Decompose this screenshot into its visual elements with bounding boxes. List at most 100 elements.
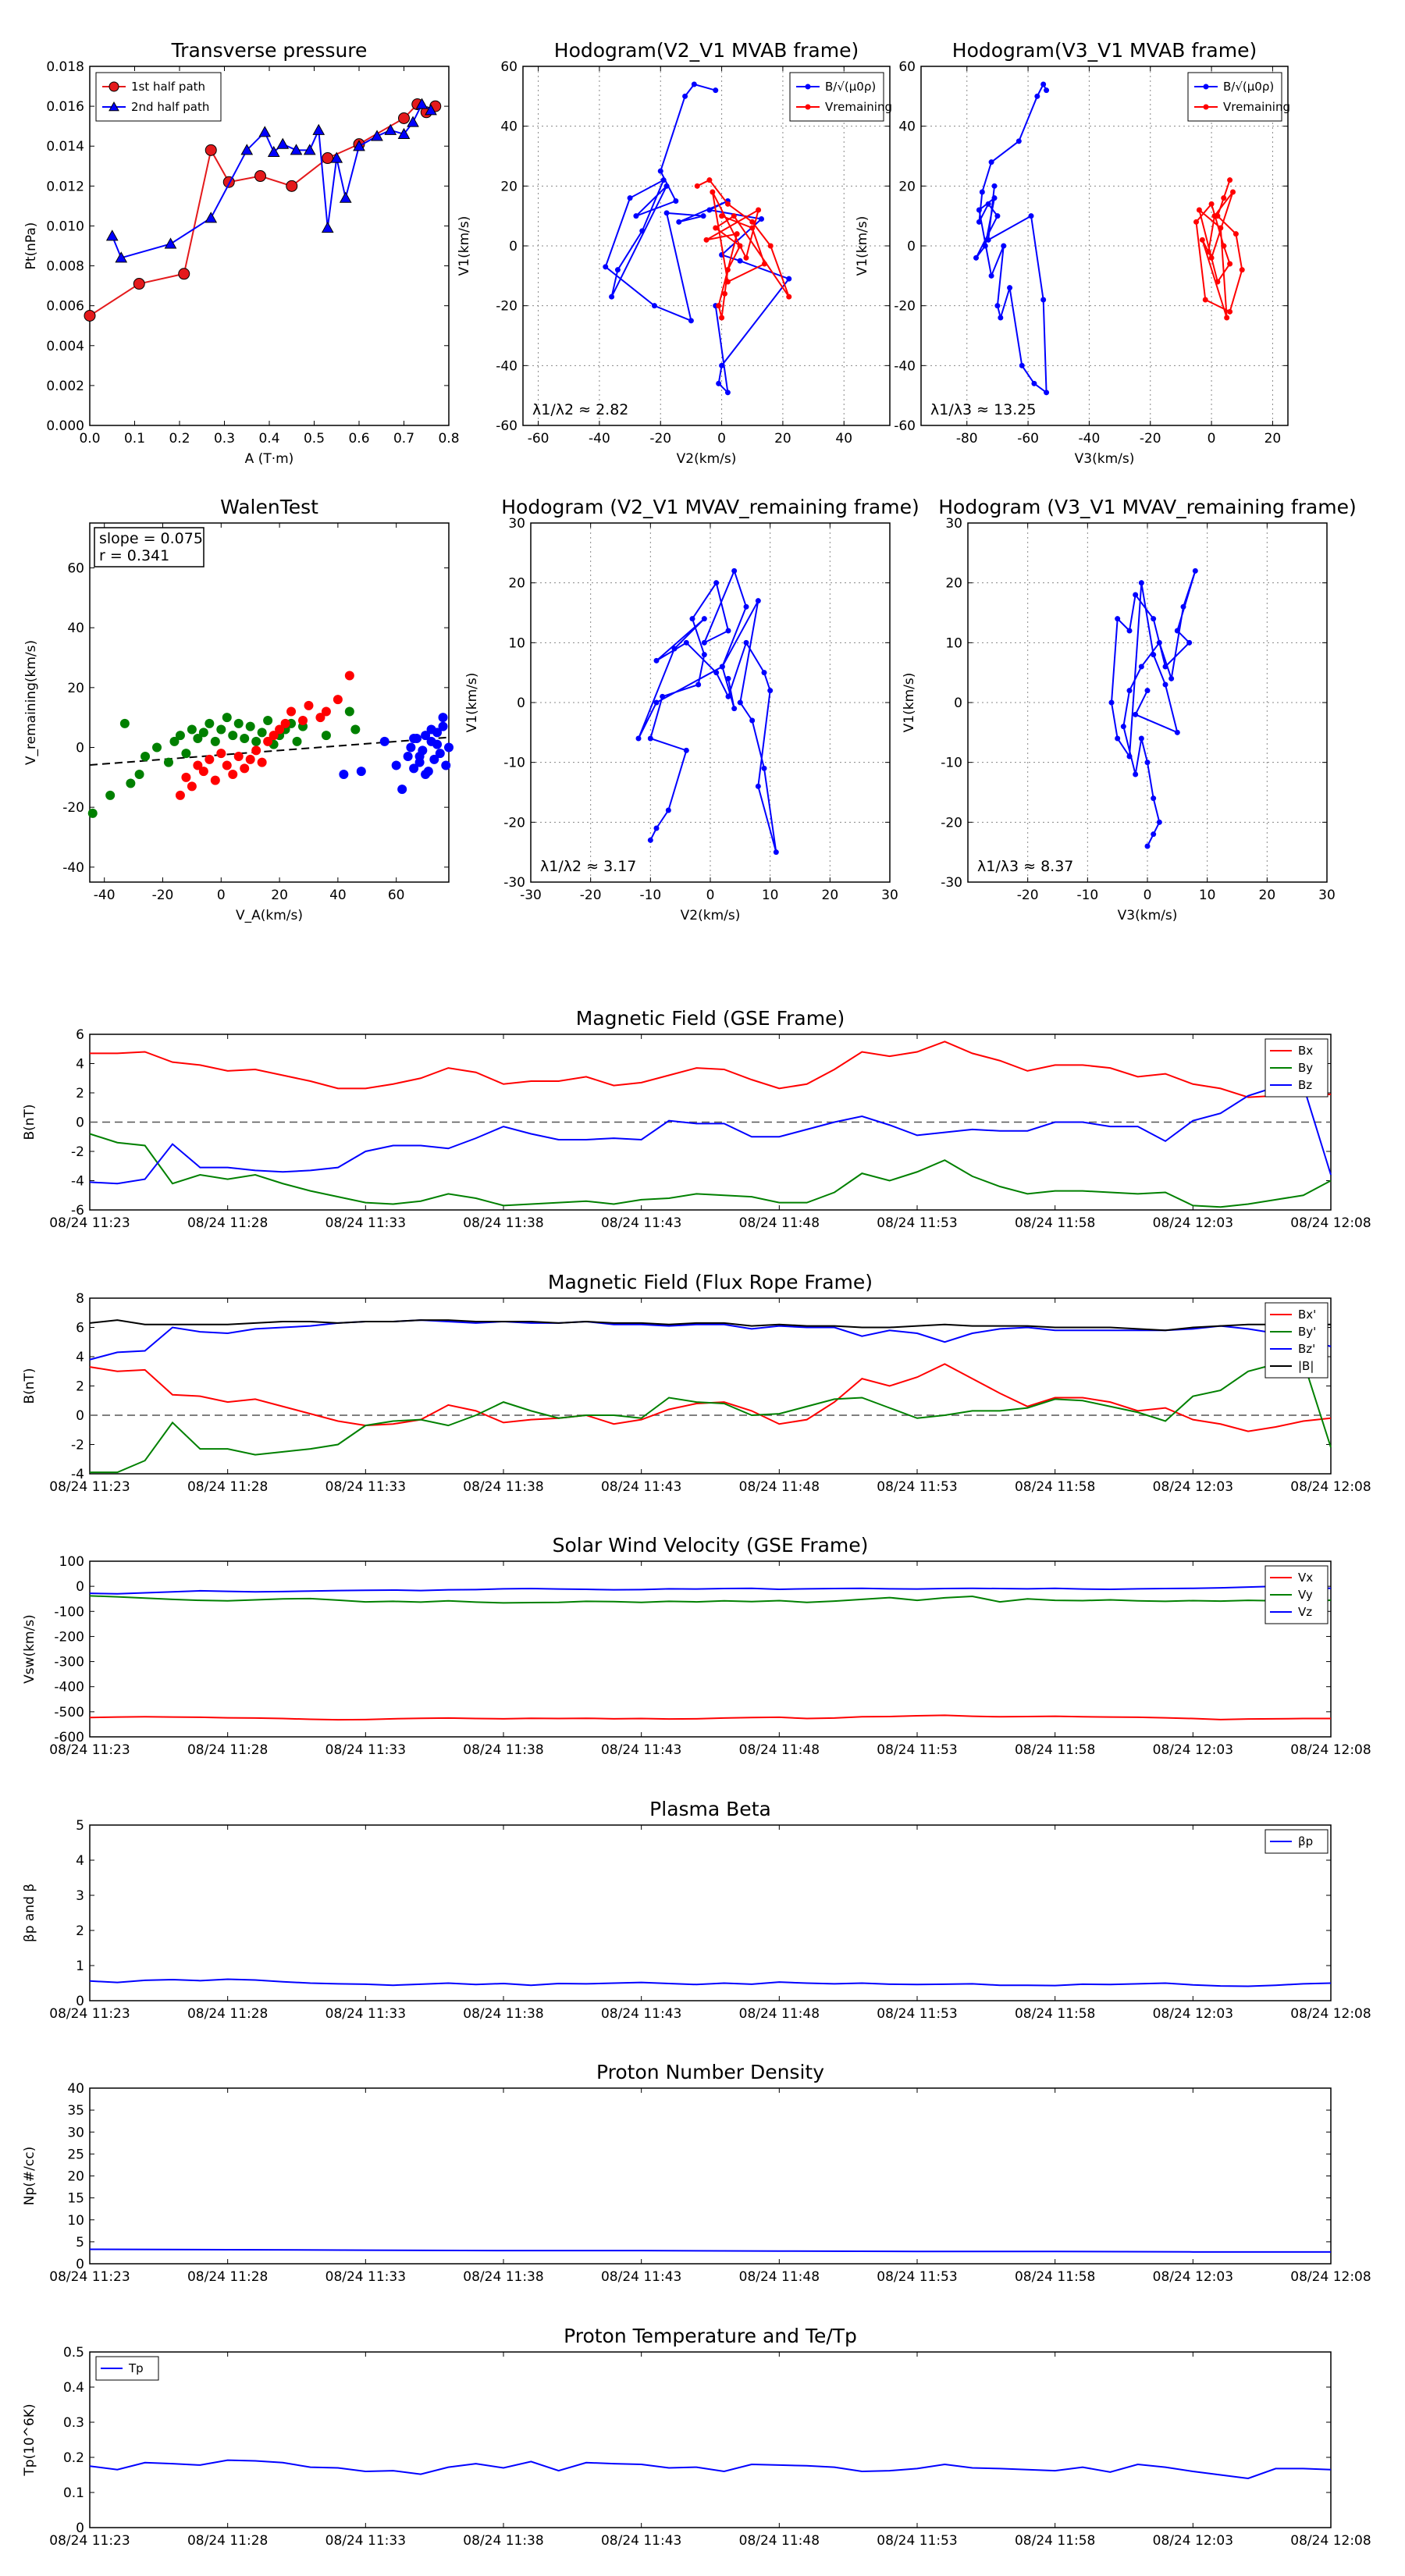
- data-point: [734, 231, 740, 237]
- data-point: [105, 790, 116, 800]
- data-point: [713, 670, 720, 676]
- sw-velocity-panel: Solar Wind Velocity (GSE Frame) Vsw(km/s)…: [22, 1534, 1371, 1758]
- legend-box: [1187, 72, 1282, 122]
- x-tick-label: 40: [329, 888, 347, 903]
- x-tick-label: 0.4: [258, 431, 279, 447]
- x-tick-label: -60: [1017, 431, 1039, 447]
- x-tick-label: 08/24 11:28: [187, 1742, 268, 1758]
- data-point: [193, 760, 203, 770]
- series-line: [1110, 571, 1197, 847]
- data-point: [743, 254, 749, 261]
- series-b-0-: [603, 81, 792, 396]
- y-tick-label: 15: [67, 2191, 84, 2207]
- data-point: [1227, 261, 1233, 267]
- x-tick-label: 08/24 11:38: [463, 2533, 543, 2549]
- data-point: [216, 749, 226, 759]
- data-point: [321, 731, 331, 741]
- y-axis-label: V_remaining(km/s): [23, 640, 39, 765]
- data-point: [1215, 279, 1221, 285]
- y-tick-label: 8: [76, 1291, 84, 1307]
- x-tick-label: -20: [152, 888, 174, 903]
- series-by: [89, 1133, 1332, 1208]
- data-point: [973, 254, 979, 261]
- data-point: [1227, 177, 1233, 183]
- y-tick-label: 0.008: [46, 259, 84, 275]
- x-tick-label: 08/24 12:08: [1290, 2269, 1371, 2285]
- y-tick-label: 60: [67, 561, 84, 577]
- series-line: [696, 179, 790, 318]
- data-point: [671, 646, 678, 652]
- data-point: [312, 123, 325, 135]
- x-tick-label: 08/24 12:03: [1153, 1479, 1233, 1495]
- data-point: [356, 767, 366, 777]
- data-point: [724, 390, 731, 396]
- data-point: [688, 318, 694, 324]
- y-tick-label: 10: [67, 2213, 84, 2229]
- data-point: [321, 706, 331, 717]
- data-point: [749, 219, 756, 225]
- chart-title: Solar Wind Velocity (GSE Frame): [553, 1534, 869, 1557]
- legend-label: Vy: [1298, 1588, 1313, 1602]
- stats-text: slope = 0.075: [99, 530, 203, 547]
- y-tick-label: 35: [67, 2103, 84, 2119]
- x-tick-label: 20: [774, 431, 791, 447]
- y-tick-label: 40: [67, 621, 84, 636]
- y-tick-label: -2: [71, 1144, 84, 1160]
- series-vx: [89, 1714, 1331, 1721]
- y-tick-label: 20: [945, 576, 962, 592]
- y-tick-label: 0.004: [46, 339, 84, 354]
- x-tick-label: 08/24 11:58: [1015, 1742, 1095, 1758]
- data-point: [1162, 664, 1168, 670]
- chart-title: Magnetic Field (GSE Frame): [576, 1007, 845, 1030]
- series-red: [175, 671, 354, 800]
- x-tick-label: 0.5: [304, 431, 325, 447]
- data-point: [660, 177, 667, 183]
- data-point: [216, 724, 226, 735]
- hodogram-v2-v1-mvab-panel: -60 -40 -20 0 20 40 -60 -40 -20 0 20 40 60 Hodogram(V…: [457, 39, 892, 467]
- y-tick-label: -200: [54, 1629, 84, 1645]
- data-point: [384, 123, 397, 135]
- legend: Vx Vy Vz: [1264, 1565, 1329, 1624]
- x-axis-label: V3(km/s): [1118, 908, 1178, 923]
- data-point: [280, 718, 290, 728]
- y-tick-label: 0.006: [46, 299, 84, 315]
- series-line: [89, 1978, 1332, 1987]
- y-tick-label: 25: [67, 2147, 84, 2162]
- data-point: [263, 736, 273, 746]
- data-point: [1151, 616, 1157, 622]
- data-point: [673, 198, 679, 204]
- data-point: [409, 734, 419, 743]
- data-point: [205, 754, 215, 764]
- data-point: [87, 808, 98, 818]
- x-tick-label: -60: [528, 431, 550, 447]
- data-point: [713, 580, 720, 586]
- data-point: [647, 837, 653, 843]
- legend-label: Bx: [1298, 1044, 1313, 1058]
- x-tick-label: 08/24 11:43: [601, 2269, 681, 2285]
- data-point: [994, 213, 1001, 219]
- ratio-annotation: λ1/λ3 ≈ 8.37: [977, 858, 1073, 875]
- legend-marker: [108, 101, 119, 112]
- y-tick-label: 5: [76, 1818, 84, 1834]
- x-tick-label: 08/24 11:38: [463, 2006, 543, 2022]
- data-point: [1208, 201, 1215, 207]
- data-point: [105, 229, 119, 241]
- y-tick-label: 2: [76, 1086, 84, 1101]
- y-tick-label: 2: [76, 1923, 84, 1939]
- plot-frame: [89, 2087, 1332, 2265]
- data-point: [403, 752, 413, 761]
- x-tick-label: 0.0: [79, 431, 100, 447]
- x-tick-label: -40: [94, 888, 116, 903]
- data-point: [339, 191, 352, 203]
- data-point: [749, 717, 756, 724]
- legend-label: Bz: [1298, 1078, 1312, 1092]
- x-tick-label: 08/24 12:08: [1290, 2533, 1371, 2549]
- y-tick-label: -40: [62, 860, 84, 876]
- data-point: [84, 309, 96, 322]
- data-point: [1028, 213, 1034, 219]
- data-point: [1151, 652, 1157, 658]
- data-point: [426, 724, 436, 735]
- data-point: [725, 693, 731, 699]
- y-tick-label: 20: [500, 179, 518, 194]
- x-tick-label: 08/24 11:43: [601, 2006, 681, 2022]
